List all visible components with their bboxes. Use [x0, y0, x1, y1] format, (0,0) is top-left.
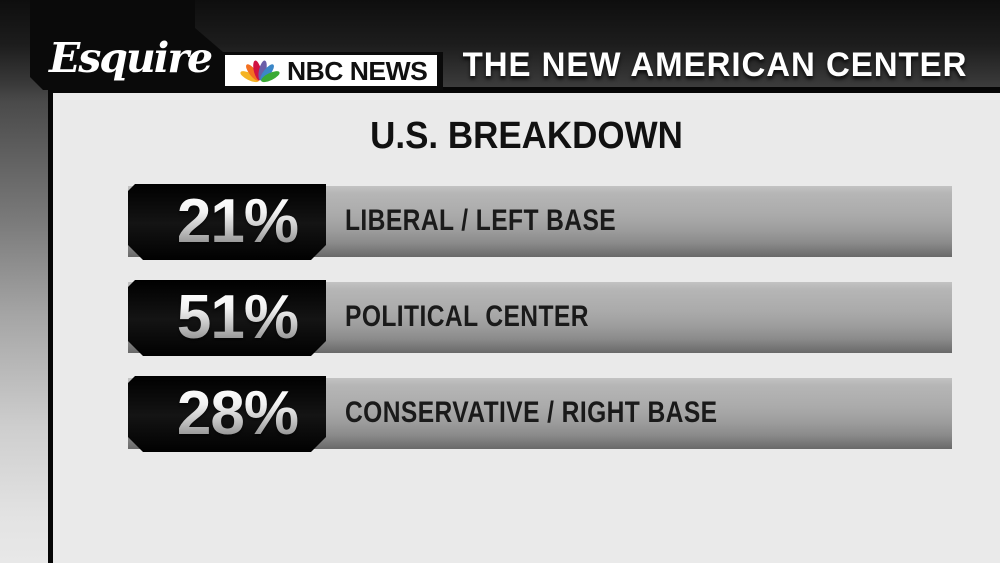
stat-label: LIBERAL / LEFT BASE: [345, 203, 617, 237]
stat-row-liberal: 21% LIBERAL / LEFT BASE: [128, 184, 952, 260]
stat-label: CONSERVATIVE / RIGHT BASE: [345, 395, 718, 429]
nbc-peacock-icon: [240, 60, 280, 83]
stat-value-box: 51%: [128, 280, 326, 356]
esquire-logo: Esquire: [48, 34, 213, 82]
stat-value: 21%: [176, 187, 298, 256]
esquire-plate: Esquire NBC NEWS: [30, 0, 443, 90]
content-panel: U.S. BREAKDOWN 21% LIBERAL / LEFT BASE 5…: [48, 87, 1000, 563]
section-title: U.S. BREAKDOWN: [370, 115, 683, 157]
stat-value: 51%: [176, 283, 298, 352]
stat-label: POLITICAL CENTER: [345, 299, 589, 333]
stat-value: 28%: [176, 379, 298, 448]
stat-value-box: 28%: [128, 376, 326, 452]
show-title: THE NEW AMERICAN CENTER: [462, 46, 968, 84]
nbc-news-logo-box: NBC NEWS: [225, 55, 437, 86]
stat-value-box: 21%: [128, 184, 326, 260]
nbc-news-wordmark: NBC NEWS: [286, 55, 428, 86]
stat-row-conservative: 28% CONSERVATIVE / RIGHT BASE: [128, 376, 952, 452]
stat-row-center: 51% POLITICAL CENTER: [128, 280, 952, 356]
